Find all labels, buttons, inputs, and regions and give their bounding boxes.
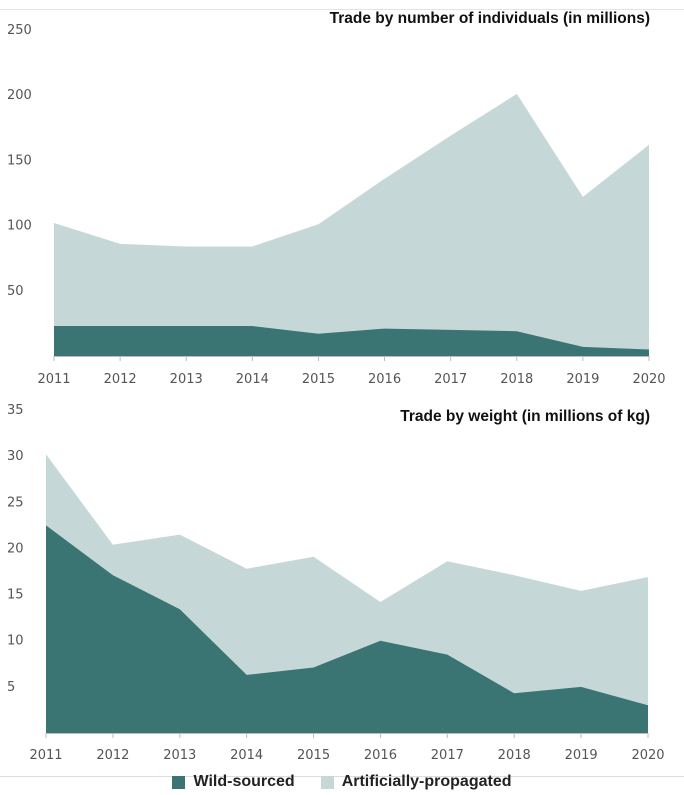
legend-item-wild: Wild-sourced <box>172 773 295 791</box>
individuals-y-tick-label: 250 <box>7 23 32 38</box>
weight-y-tick-label: 10 <box>7 634 24 649</box>
weight-y-axis: 5 10 15 20 25 30 35 <box>7 403 24 695</box>
individuals-y-tick-label: 200 <box>7 88 32 103</box>
individuals-chart: Trade by number of individuals (in milli… <box>7 10 666 387</box>
individuals-area-wild <box>54 326 649 356</box>
weight-x-tick-label: 2014 <box>230 748 263 763</box>
weight-chart: Trade by weight (in millions of kg) 5 10 1… <box>7 403 665 763</box>
individuals-x-tick-label: 2014 <box>236 372 269 387</box>
weight-x-tick-label: 2015 <box>297 748 330 763</box>
legend-label-wild: Wild-sourced <box>193 773 295 790</box>
individuals-y-axis: 50 100 150 200 250 <box>7 23 32 299</box>
individuals-x-tick-label: 2016 <box>368 372 401 387</box>
legend-label-artificial: Artificially-propagated <box>341 773 512 790</box>
weight-x-tick-label: 2013 <box>163 748 196 763</box>
weight-x-tick-label: 2012 <box>96 748 129 763</box>
individuals-x-tick-label: 2017 <box>434 372 467 387</box>
individuals-area-series <box>54 93 649 357</box>
legend: Wild-sourced Artificially-propagated <box>0 771 684 793</box>
legend-item-artificial: Artificially-propagated <box>320 773 512 791</box>
individuals-chart-title: Trade by number of individuals (in milli… <box>330 10 650 27</box>
legend-swatch-wild <box>172 775 186 789</box>
weight-area-series <box>46 454 648 733</box>
weight-area-wild <box>46 525 648 733</box>
individuals-y-tick-label: 150 <box>7 153 32 168</box>
weight-chart-title: Trade by weight (in millions of kg) <box>400 408 650 425</box>
weight-y-tick-label: 35 <box>7 403 24 418</box>
individuals-y-tick-label: 50 <box>7 284 24 299</box>
weight-y-tick-label: 15 <box>7 588 24 603</box>
individuals-x-axis: 2011 2012 2013 2014 2015 2016 2017 2018 2019 2020 <box>37 356 666 387</box>
weight-x-tick-label: 2020 <box>631 748 664 763</box>
individuals-x-tick-label: 2019 <box>566 372 599 387</box>
weight-y-tick-label: 5 <box>7 680 15 695</box>
individuals-area-artificial <box>54 93 649 357</box>
weight-x-tick-label: 2011 <box>29 748 62 763</box>
individuals-x-tick-label: 2011 <box>37 372 70 387</box>
weight-x-tick-label: 2017 <box>431 748 464 763</box>
individuals-x-tick-label: 2012 <box>104 372 137 387</box>
individuals-x-tick-label: 2018 <box>500 372 533 387</box>
weight-x-axis: 2011 2012 2013 2014 2015 2016 2017 2018 2019 2020 <box>29 733 665 763</box>
legend-swatch-artificial <box>320 775 334 789</box>
individuals-x-tick-label: 2020 <box>632 372 665 387</box>
weight-y-tick-label: 25 <box>7 495 24 510</box>
individuals-x-tick-label: 2015 <box>302 372 335 387</box>
weight-x-tick-label: 2018 <box>498 748 531 763</box>
weight-y-tick-label: 30 <box>7 449 24 464</box>
weight-x-tick-label: 2016 <box>364 748 397 763</box>
weight-y-tick-label: 20 <box>7 541 24 556</box>
individuals-y-tick-label: 100 <box>7 219 32 234</box>
weight-x-tick-label: 2019 <box>565 748 598 763</box>
individuals-x-tick-label: 2013 <box>170 372 203 387</box>
